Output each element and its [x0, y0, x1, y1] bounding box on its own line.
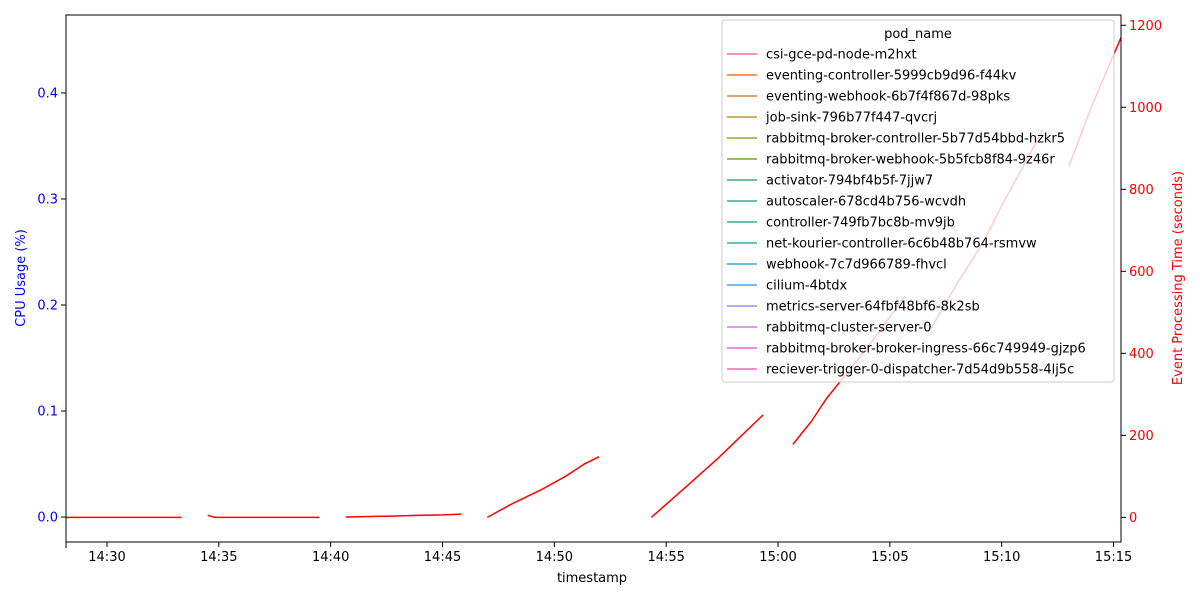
y-axis-left-label: CPU Usage (%) — [14, 229, 29, 327]
legend-entry-label: metrics-server-64fbf48bf6-8k2sb — [766, 300, 980, 315]
legend-entry-label: net-kourier-controller-6c6b48b764-rsmvw — [766, 237, 1037, 252]
y-right-tick-label: 1000 — [1129, 101, 1162, 116]
x-tick-label: 14:45 — [424, 550, 461, 565]
y-left-tick-label: 0.4 — [37, 86, 58, 101]
legend-entry-label: job-sink-796b77f447-qvcrj — [765, 111, 937, 126]
y-left-tick-label: 0.2 — [37, 299, 58, 314]
y-left-tick-label: 0.0 — [37, 511, 58, 526]
legend-entry-label: rabbitmq-broker-controller-5b77d54bbd-hz… — [766, 132, 1065, 147]
legend-entry-label: eventing-webhook-6b7f4f867d-98pks — [766, 90, 1010, 105]
x-tick-label: 14:55 — [647, 550, 684, 565]
series-line-segment — [345, 513, 462, 518]
axes-frame — [65, 14, 1122, 543]
x-tick-label: 14:35 — [200, 550, 237, 565]
legend-entry-label: reciever-trigger-0-dispatcher-7d54d9b558… — [766, 363, 1074, 378]
legend: pod_name csi-gce-pd-node-m2hxt eventing-c… — [721, 19, 1115, 383]
legend-entry-label: autoscaler-678cd4b756-wcvdh — [766, 195, 966, 210]
x-axis-label: timestamp — [557, 571, 627, 586]
legend-box — [721, 19, 1115, 383]
y-right-tick-label: 600 — [1129, 265, 1154, 280]
legend-entry-label: webhook-7c7d966789-fhvcl — [766, 258, 947, 273]
legend-title: pod_name — [884, 27, 952, 42]
x-tick-label: 14:50 — [536, 550, 573, 565]
y-right-tick-label: 200 — [1129, 429, 1154, 444]
x-tick-label: 14:40 — [312, 550, 349, 565]
legend-entry-label: rabbitmq-cluster-server-0 — [766, 321, 931, 336]
legend-entry-label: csi-gce-pd-node-m2hxt — [766, 48, 917, 63]
x-tick-label: 15:05 — [871, 550, 908, 565]
y-right-tick-label: 800 — [1129, 183, 1154, 198]
series-line-segment — [207, 514, 320, 519]
y-right-tick-label: 1200 — [1129, 19, 1162, 34]
y-left-tick-label: 0.1 — [37, 405, 58, 420]
legend-entry-label: cilium-4btdx — [766, 279, 847, 294]
x-tick-label: 15:00 — [759, 550, 796, 565]
series-line-segment — [650, 414, 764, 518]
x-tick-label: 15:10 — [983, 550, 1020, 565]
axes: 14:30 14:35 14:40 14:45 14:50 14:55 15:00 15:05… — [37, 14, 1162, 565]
legend-entry-label: controller-749fb7bc8b-mv9jb — [766, 216, 955, 231]
y-right-tick-label: 400 — [1129, 347, 1154, 362]
legend-entry-label: activator-794bf4b5f-7jjw7 — [766, 174, 933, 189]
series-line-segment — [486, 456, 600, 519]
y-axis-right-label: Event Processing Time (seconds) — [1171, 171, 1186, 385]
y-left-tick-label: 0.3 — [37, 192, 58, 207]
y-right-tick-label: 0 — [1129, 511, 1137, 526]
legend-entry-label: rabbitmq-broker-webhook-5b5fcb8f84-9z46r — [766, 153, 1055, 168]
legend-entry-label: eventing-controller-5999cb9d96-f44kv — [766, 69, 1017, 84]
legend-entry-label: rabbitmq-broker-broker-ingress-66c749949… — [766, 342, 1086, 357]
x-tick-label: 14:30 — [88, 550, 125, 565]
x-tick-label: 15:15 — [1095, 550, 1132, 565]
